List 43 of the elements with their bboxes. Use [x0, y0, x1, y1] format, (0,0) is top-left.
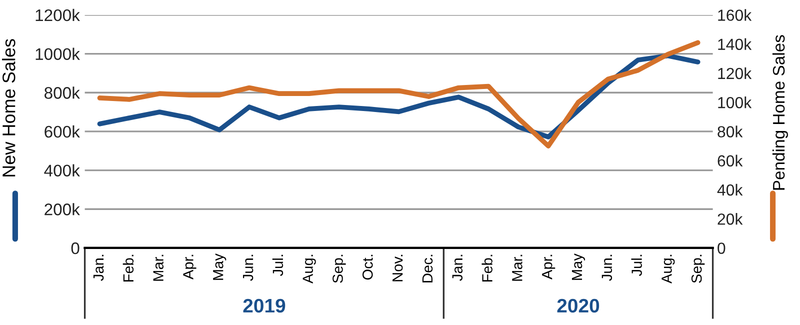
y-tick-label: 600k [44, 125, 80, 138]
x-tick-label: Nov. [392, 254, 403, 282]
x-tick-label: Apr. [542, 254, 556, 280]
y-tick-label: 400k [44, 164, 80, 177]
y2-tick-label: 20k [718, 213, 743, 225]
x-tick-label: Jul. [272, 254, 284, 276]
y2-tick-label: 0 [718, 242, 726, 254]
x-tick-label: Aug. [302, 254, 316, 284]
y2-tick-label: 120k [718, 67, 752, 80]
y2-tick-label: 60k [718, 154, 743, 167]
y2-tick-label: 40k [717, 184, 743, 196]
x-tick-label: Jan. [452, 254, 463, 281]
x-tick-label: Mar. [153, 254, 164, 281]
y-tick-label: 1200k [36, 8, 80, 22]
x-tick-label: Mar. [512, 254, 522, 281]
y2-tick-label: 100k [718, 96, 752, 108]
y2-tick-label: 140k [718, 38, 752, 50]
x-tick-label: Aug. [662, 254, 675, 284]
y-tick-label: 800k [44, 86, 80, 99]
y2-tick-label: 160k [718, 9, 752, 21]
y2-tick-label: 80k [718, 126, 743, 138]
x-tick-label: Jun. [243, 254, 254, 281]
x-tick-label: Feb. [122, 254, 134, 282]
x-tick-label: Jun. [602, 254, 612, 281]
y2-axis-title: Pending Home Sales [772, 35, 788, 190]
x-tick-label: Dec. [422, 254, 433, 282]
line-series [97, 40, 700, 148]
x-tick-label: Jul. [631, 254, 642, 276]
line-series [97, 53, 700, 140]
x-tick-label: Sep. [332, 254, 346, 283]
y-tick-label: 1000k [36, 48, 80, 60]
x-tick-label: Feb. [482, 254, 492, 282]
y-tick-label: 0 [71, 242, 80, 254]
y-axis-title: New Home Sales [2, 39, 16, 176]
x-tick-label: Oct. [362, 254, 373, 280]
text: 2019 [243, 298, 286, 313]
y-tick-label: 200k [44, 203, 80, 216]
x-tick-label: Apr. [183, 254, 196, 280]
x-tick-label: May [213, 254, 226, 280]
x-tick-label: May [572, 254, 586, 280]
text: 2020 [557, 298, 600, 313]
x-tick-label: Sep. [691, 254, 705, 283]
x-tick-label: Jan. [93, 254, 104, 281]
